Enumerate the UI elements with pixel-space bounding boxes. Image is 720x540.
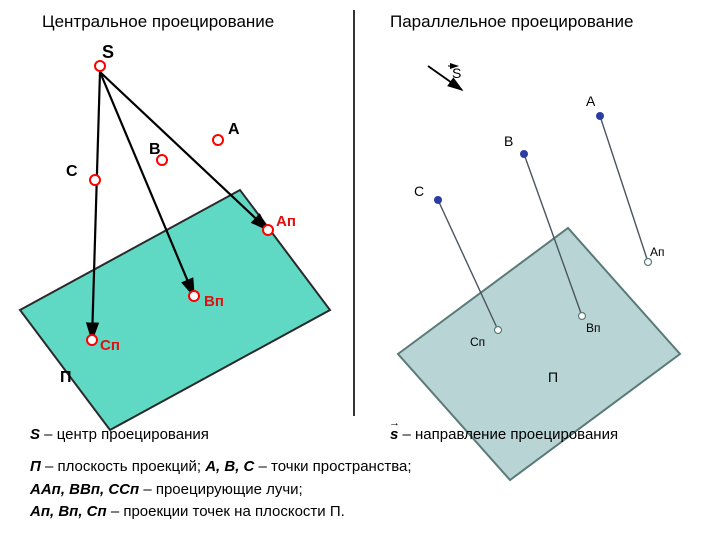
left-proj-label-Cп: Cп bbox=[100, 337, 120, 354]
right-proj-label-Cп: Cп bbox=[470, 335, 485, 349]
left-point-C bbox=[90, 175, 100, 185]
left-point-S bbox=[95, 61, 105, 71]
left-ray-2 bbox=[100, 72, 268, 230]
left-label-S: S bbox=[102, 42, 114, 62]
right-proj-Aп bbox=[645, 259, 652, 266]
s-vector-label: S bbox=[452, 65, 461, 81]
right-point-B bbox=[520, 150, 528, 158]
legend-right: s→ – направление проецирования bbox=[390, 424, 618, 447]
right-proj-Bп bbox=[579, 313, 586, 320]
right-ray-2 bbox=[600, 116, 648, 262]
left-proj-label-Bп: Bп bbox=[204, 293, 224, 310]
left-proj-Aп bbox=[263, 225, 273, 235]
right-label-B: B bbox=[504, 133, 513, 149]
left-label-A: A bbox=[228, 121, 240, 138]
left-proj-label-Aп: Aп bbox=[276, 213, 296, 230]
right-point-C bbox=[434, 196, 442, 204]
left-point-A bbox=[213, 135, 223, 145]
right-label-C: C bbox=[414, 183, 424, 199]
left-label-C: C bbox=[66, 163, 78, 180]
right-point-A bbox=[596, 112, 604, 120]
right-proj-label-Bп: Bп bbox=[586, 321, 601, 335]
right-proj-label-Aп: Aп bbox=[650, 245, 665, 259]
right-plane-label: П bbox=[548, 369, 558, 385]
right-proj-Cп bbox=[495, 327, 502, 334]
left-plane-label: П bbox=[60, 369, 72, 386]
left-proj-Cп bbox=[87, 335, 97, 345]
left-label-B: B bbox=[149, 141, 161, 158]
legend-bottom: П – плоскость проекций; A, B, C – точки … bbox=[30, 456, 412, 524]
projection-diagram: Центральное проецирование Параллельное п… bbox=[0, 0, 720, 540]
legend-left: S – центр проецирования bbox=[30, 424, 209, 447]
left-proj-Bп bbox=[189, 291, 199, 301]
right-label-A: A bbox=[586, 93, 596, 109]
